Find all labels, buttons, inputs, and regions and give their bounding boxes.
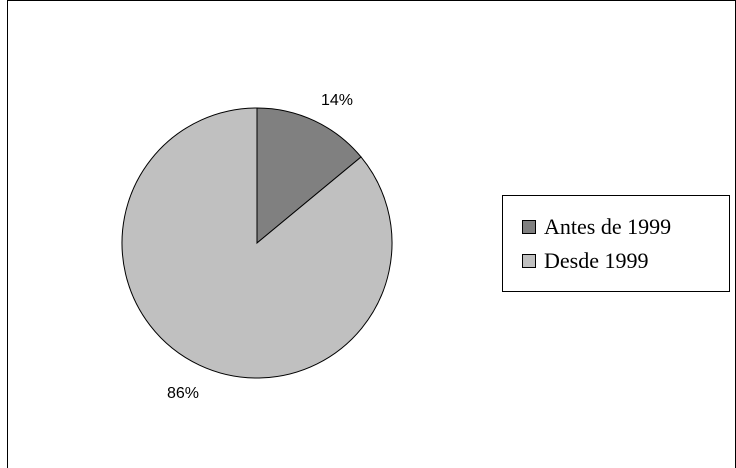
- legend-swatch-desde-1999: [522, 254, 536, 268]
- legend-label-desde-1999: Desde 1999: [544, 248, 649, 273]
- legend: Antes de 1999 Desde 1999: [502, 195, 730, 292]
- legend-entry-desde-1999: Desde 1999: [522, 244, 729, 278]
- data-label-antes-de-1999: 14%: [321, 92, 353, 109]
- legend-entry-antes-de-1999: Antes de 1999: [522, 210, 729, 244]
- pie-slice-desde-1999: [121, 107, 393, 379]
- legend-swatch-antes-de-1999: [522, 220, 536, 234]
- pie-slices: [121, 107, 393, 379]
- legend-label-antes-de-1999: Antes de 1999: [544, 214, 672, 239]
- data-label-desde-1999: 86%: [167, 385, 199, 402]
- pie-slice-antes-de-1999: [256, 107, 362, 245]
